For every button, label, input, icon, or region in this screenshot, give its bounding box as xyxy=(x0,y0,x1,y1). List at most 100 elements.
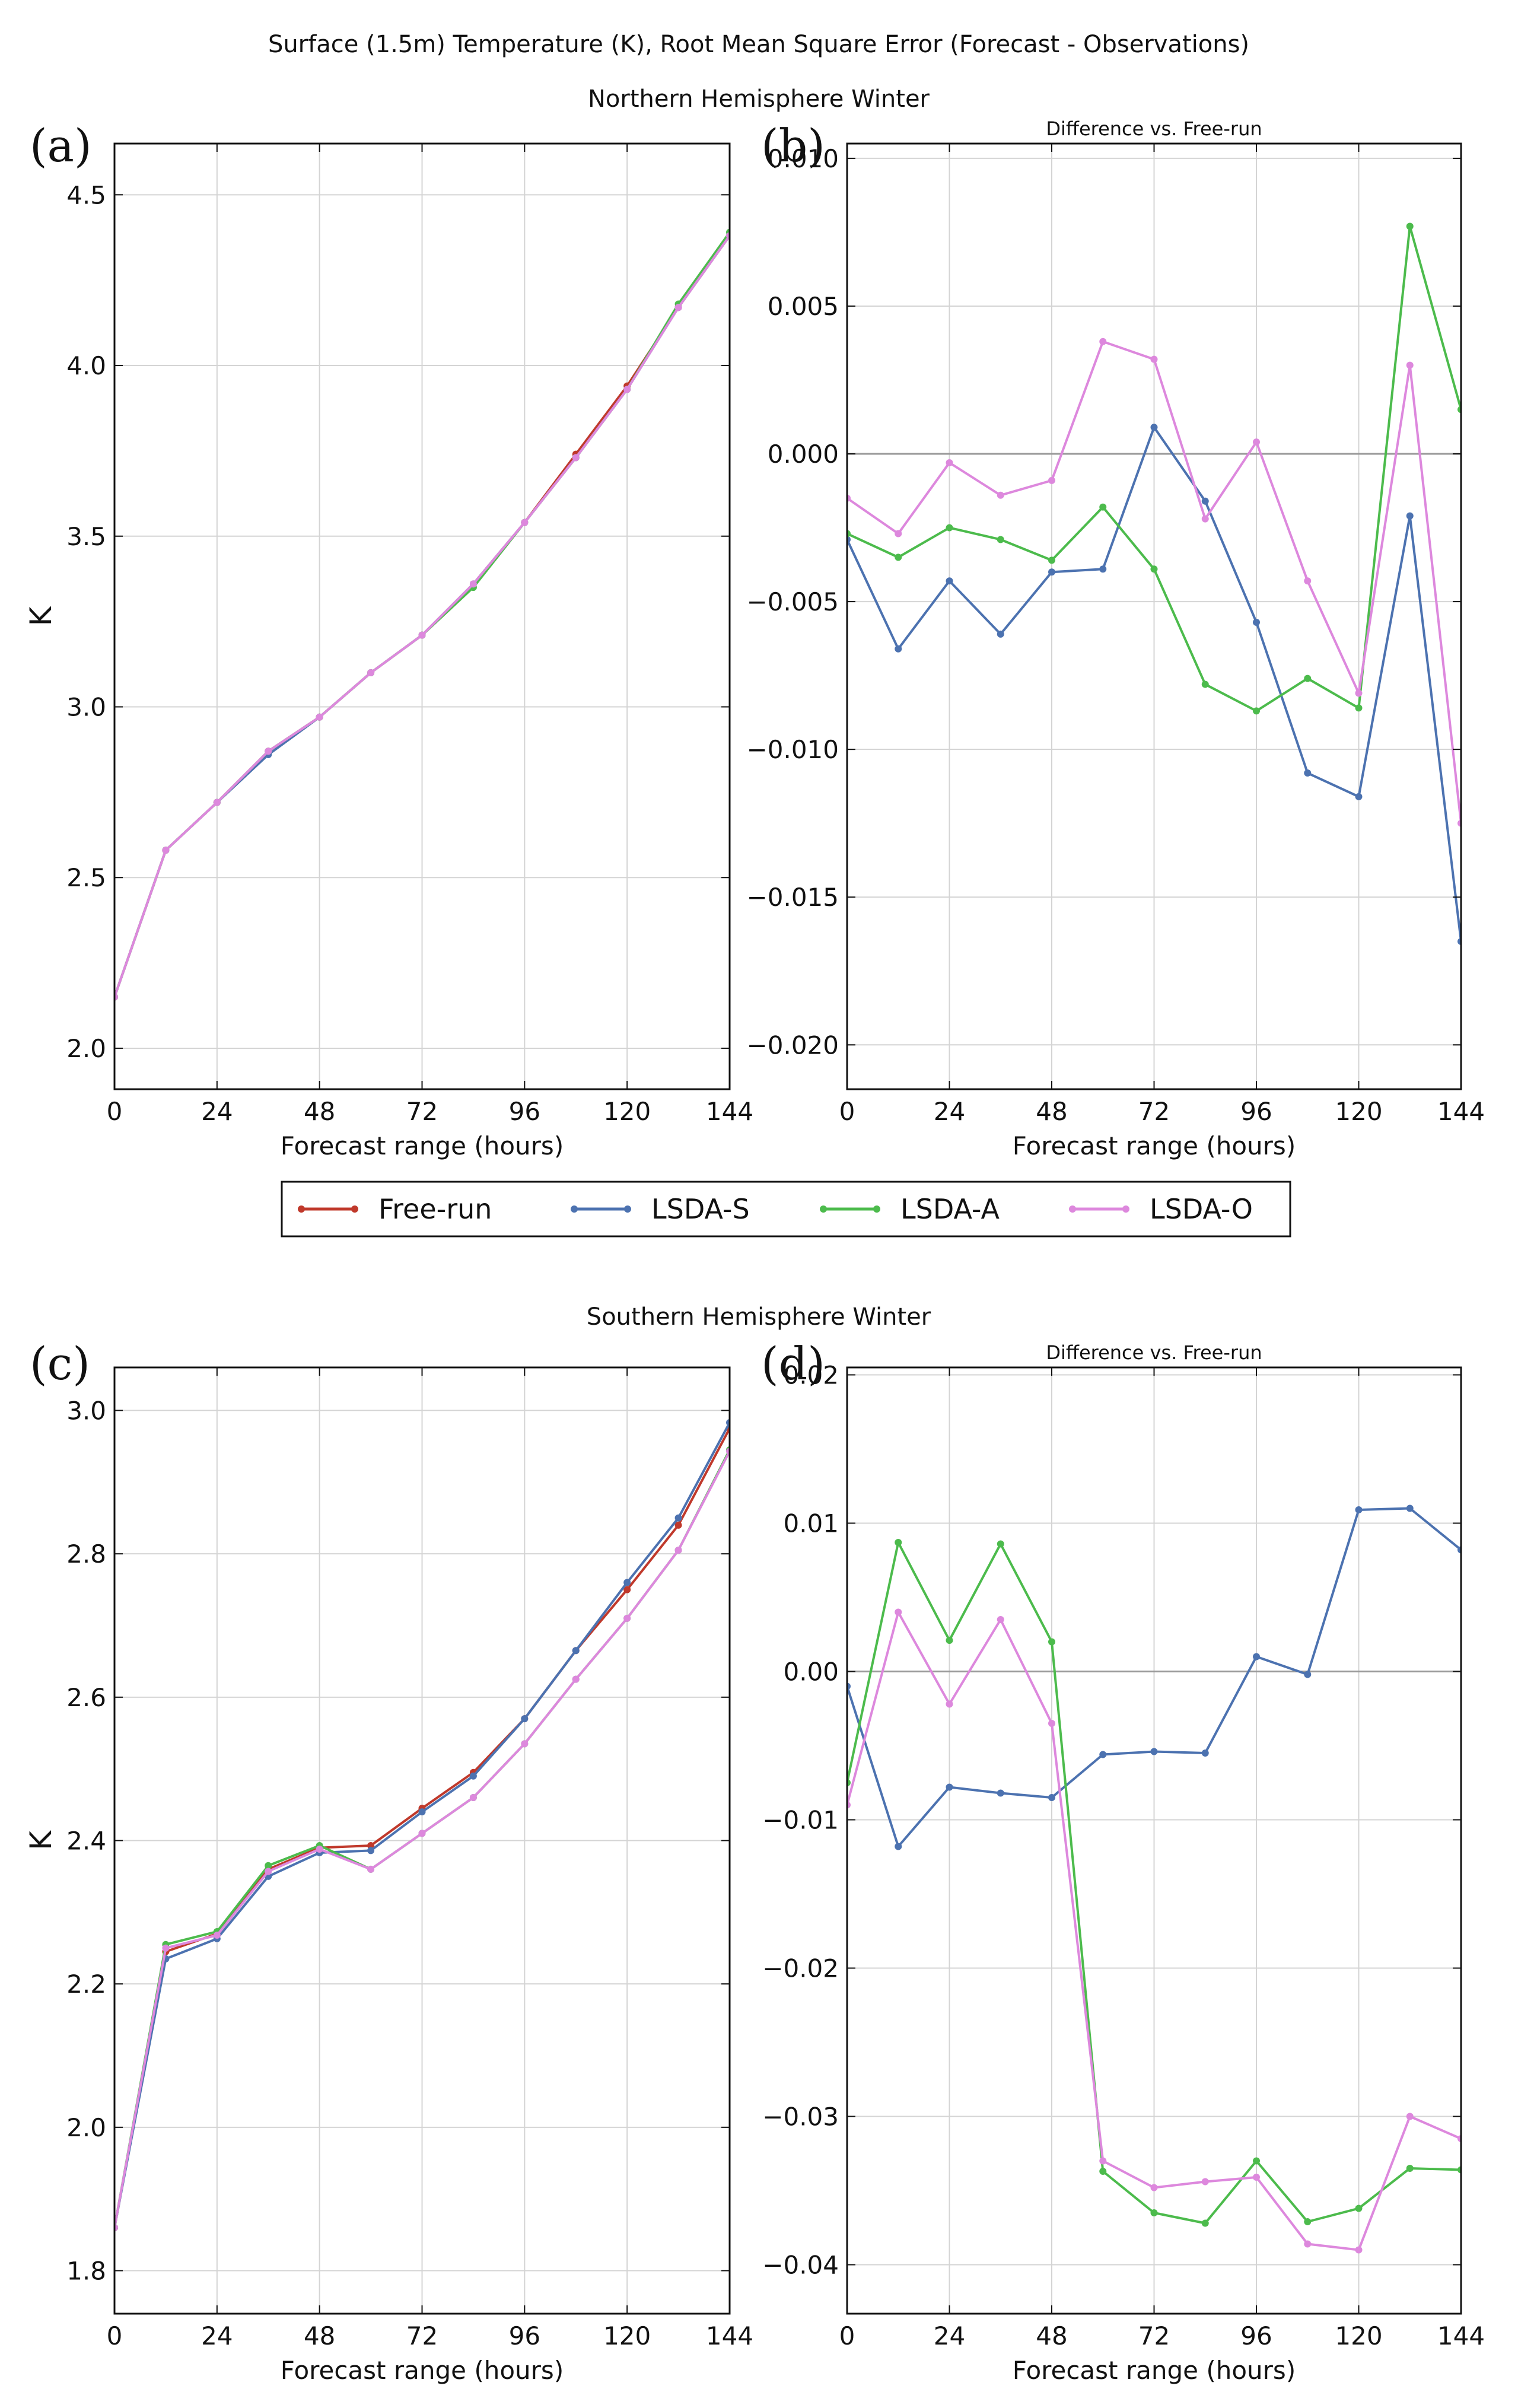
panel-d-point-lsda-a xyxy=(1304,2218,1312,2225)
panel-c-xtick-label: 48 xyxy=(304,2321,335,2350)
panel-c-series-lsda-o xyxy=(114,1448,730,2231)
panel-d-ytick-label: −0.01 xyxy=(762,1806,839,1835)
panel-b-point-lsda-a xyxy=(946,524,953,532)
panel-d-point-lsda-o xyxy=(895,1608,902,1616)
panel-a-xtick-label: 0 xyxy=(107,1097,123,1126)
panel-b-point-lsda-s xyxy=(1355,793,1363,800)
panel-d-ytick-label: 0.00 xyxy=(783,1658,839,1687)
panel-label-b: (b) xyxy=(761,119,825,172)
panel-b-point-lsda-s xyxy=(1099,565,1107,573)
panel-b-ytick-label: 0.000 xyxy=(768,440,839,469)
panel-d-chart: 0 24 48 72 96 120 144 −0.04 −0.03 −0.02 −0.01 0.00 0… xyxy=(762,1341,1485,2385)
panel-c-ytick-label: 2.2 xyxy=(66,1970,106,1999)
panel-c-ytick-label: 2.8 xyxy=(66,1539,106,1569)
legend-label-lsda-s: LSDA-S xyxy=(651,1193,750,1225)
panel-b-ytick-label: −0.020 xyxy=(747,1030,839,1060)
panel-a-point-lsda-o xyxy=(469,580,477,588)
panel-b-point-lsda-a xyxy=(997,536,1004,543)
panel-c-xtick-label: 0 xyxy=(107,2321,123,2350)
panel-b-xtick-label: 144 xyxy=(1437,1097,1485,1126)
panel-d-point-lsda-o xyxy=(946,1700,953,1708)
panel-b-ytick-label: 0.005 xyxy=(768,292,839,321)
panel-c-point-lsda-o xyxy=(521,1740,529,1748)
panel-d-point-lsda-o xyxy=(1253,2174,1260,2181)
panel-d-point-lsda-a xyxy=(1201,2219,1209,2227)
panel-b-point-lsda-a xyxy=(895,554,902,561)
panel-a-point-lsda-o xyxy=(674,304,682,311)
panel-b-xtick-label: 48 xyxy=(1036,1097,1067,1126)
legend-marker-lsda-a xyxy=(820,1205,827,1213)
panel-b-point-lsda-o xyxy=(1406,361,1414,369)
panel-b-point-lsda-s xyxy=(1150,424,1158,431)
panel-c-point-lsda-s xyxy=(418,1808,426,1816)
panel-c-point-lsda-s xyxy=(572,1647,580,1655)
panel-c-ylabel: K xyxy=(24,1830,58,1850)
panel-c-point-lsda-s xyxy=(623,1579,631,1586)
figure-title: Surface (1.5m) Temperature (K), Root Mea… xyxy=(268,31,1249,58)
panel-c-xtick-label: 72 xyxy=(406,2321,438,2350)
panel-label-d: (d) xyxy=(761,1337,825,1390)
panel-d-ytick-label: 0.01 xyxy=(783,1509,839,1538)
panel-a-xtick-label: 144 xyxy=(706,1097,753,1126)
panel-c-xlabel: Forecast range (hours) xyxy=(281,2356,564,2385)
panel-b-series-lsda-o xyxy=(847,338,1461,827)
panel-b-xtick-label: 120 xyxy=(1335,1097,1382,1126)
panel-d-point-lsda-o xyxy=(1048,1720,1055,1727)
panel-c-point-lsda-a xyxy=(265,1862,272,1869)
panel-a-point-lsda-o xyxy=(367,669,375,676)
panel-b-point-lsda-o xyxy=(1304,577,1312,585)
panel-label-c: (c) xyxy=(30,1337,90,1390)
panel-a-point-lsda-o xyxy=(213,799,221,806)
panel-d-point-lsda-o xyxy=(1304,2240,1312,2248)
panel-d-point-lsda-s xyxy=(997,1789,1004,1797)
row-title-south: Southern Hemisphere Winter xyxy=(587,1303,931,1331)
panel-b-point-lsda-s xyxy=(895,645,902,653)
panel-d-point-lsda-s xyxy=(895,1843,902,1850)
panel-label-a: (a) xyxy=(30,119,92,172)
panel-d-point-lsda-s xyxy=(1201,1749,1209,1757)
panel-c-ytick-label: 1.8 xyxy=(66,2257,106,2286)
panel-d-point-lsda-s xyxy=(1099,1751,1107,1758)
panel-d-point-lsda-a xyxy=(895,1539,902,1546)
panel-b-point-lsda-o xyxy=(1201,515,1209,523)
legend-entry-lsda-s: LSDA-S xyxy=(571,1193,750,1225)
legend: Free-run LSDA-S LSDA-A LSDA-O xyxy=(281,1181,1291,1238)
panel-b-point-lsda-a xyxy=(1406,222,1414,230)
panel-c-xtick-label: 24 xyxy=(201,2321,233,2350)
panel-d-point-lsda-s xyxy=(1150,1748,1158,1755)
panel-c-ytick-label: 3.0 xyxy=(66,1397,106,1426)
panel-b-point-lsda-s xyxy=(1201,497,1209,505)
panel-d-series-lsda-a xyxy=(847,1539,1461,2227)
panel-d-point-lsda-a xyxy=(1253,2157,1260,2165)
panel-b-point-lsda-a xyxy=(1150,565,1158,573)
panel-a-point-lsda-o xyxy=(265,747,272,755)
panel-b-title: Difference vs. Free-run xyxy=(1046,117,1262,140)
panel-d-point-lsda-a xyxy=(997,1540,1004,1548)
panel-a-ytick-label: 2.0 xyxy=(66,1034,106,1063)
panel-d-xtick-label: 0 xyxy=(839,2321,855,2350)
legend-marker-lsda-a xyxy=(873,1205,880,1213)
panel-c-point-lsda-o xyxy=(572,1675,580,1683)
panel-d-xtick-label: 144 xyxy=(1437,2321,1485,2350)
panel-c-point-free-run xyxy=(674,1521,682,1529)
panel-b-xtick-label: 96 xyxy=(1240,1097,1272,1126)
panel-d-ytick-label: −0.02 xyxy=(762,1954,839,1983)
panel-a-xtick-label: 48 xyxy=(304,1097,335,1126)
panel-a-xlabel: Forecast range (hours) xyxy=(281,1131,564,1160)
legend-marker-free-run xyxy=(351,1205,358,1213)
panel-c-point-lsda-o xyxy=(265,1868,272,1875)
panel-a-point-lsda-o xyxy=(623,386,631,393)
panel-c-point-lsda-s xyxy=(469,1772,477,1780)
panel-d-xtick-label: 72 xyxy=(1138,2321,1170,2350)
panel-b-point-lsda-o xyxy=(1253,438,1260,446)
panel-b-point-lsda-a xyxy=(1099,503,1107,511)
legend-entry-lsda-o: LSDA-O xyxy=(1069,1193,1253,1225)
panel-d-point-lsda-a xyxy=(1355,2205,1363,2212)
panel-b-point-lsda-o xyxy=(946,459,953,466)
panel-c-ytick-label: 2.4 xyxy=(66,1827,106,1856)
panel-b-xtick-label: 72 xyxy=(1138,1097,1170,1126)
legend-label-lsda-o: LSDA-O xyxy=(1150,1193,1253,1225)
panel-c-point-lsda-o xyxy=(316,1846,323,1853)
panel-a-ytick-label: 4.0 xyxy=(66,351,106,380)
row-title-north: Northern Hemisphere Winter xyxy=(588,85,930,113)
